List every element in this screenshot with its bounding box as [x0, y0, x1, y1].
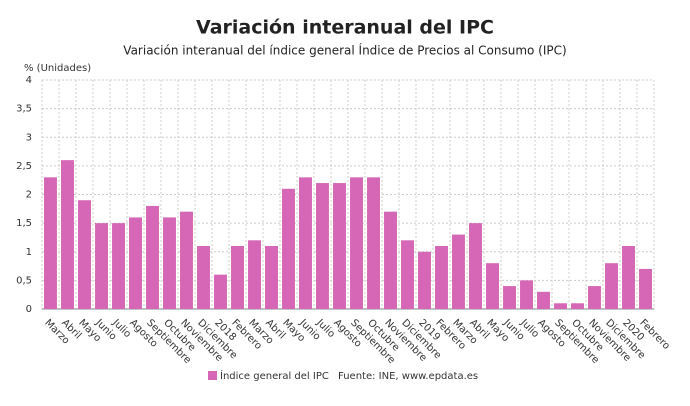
bar [503, 286, 516, 309]
bar [248, 240, 261, 309]
bar [197, 246, 210, 309]
bar [554, 303, 567, 309]
bar [486, 263, 499, 309]
bar [44, 177, 57, 309]
bar [95, 223, 108, 309]
bar [180, 211, 193, 309]
legend-label: Índice general del IPC [220, 369, 329, 382]
bar [622, 246, 635, 309]
bar [452, 234, 465, 309]
bar [146, 205, 159, 309]
chart-title: Variación interanual del IPC [196, 17, 494, 39]
bar [231, 246, 244, 309]
legend-swatch [208, 371, 217, 380]
bar [537, 291, 550, 309]
bar [435, 246, 448, 309]
bar [129, 217, 142, 309]
y-tick-label: 1 [26, 247, 32, 258]
bar [520, 280, 533, 309]
bar [605, 263, 618, 309]
bar [299, 177, 312, 309]
y-tick-label: 3,5 [16, 104, 32, 115]
bar [78, 200, 91, 309]
bar [163, 217, 176, 309]
y-tick-label: 2,5 [16, 161, 32, 172]
y-tick-label: 1,5 [16, 218, 32, 229]
bar [469, 223, 482, 309]
y-tick-label: 0,5 [16, 275, 32, 286]
bar [265, 246, 278, 309]
bar [384, 211, 397, 309]
bar [401, 240, 414, 309]
y-tick-label: 4 [26, 75, 32, 86]
bar [214, 274, 227, 309]
bar [282, 188, 295, 309]
bar [112, 223, 125, 309]
bar [333, 183, 346, 309]
y-axis-label: % (Unidades) [24, 63, 91, 74]
chart-subtitle: Variación interanual del índice general … [123, 43, 566, 58]
bar [418, 251, 431, 309]
y-tick-label: 3 [26, 132, 32, 143]
y-tick-label: 0 [26, 304, 32, 315]
y-tick-label: 2 [26, 190, 32, 201]
bar [350, 177, 363, 309]
bar [588, 286, 601, 309]
bar [571, 303, 584, 309]
bar [639, 268, 652, 309]
source: Fuente: INE, www.epdata.es [338, 371, 478, 382]
bar [61, 160, 74, 309]
bar [367, 177, 380, 309]
bar [316, 183, 329, 309]
